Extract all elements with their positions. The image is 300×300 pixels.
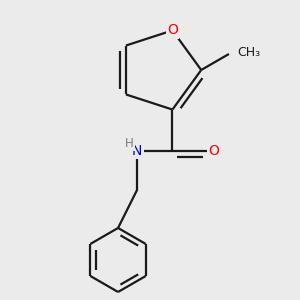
Text: O: O	[167, 23, 178, 38]
Text: O: O	[208, 144, 219, 158]
Text: N: N	[132, 144, 142, 158]
Text: CH₃: CH₃	[237, 46, 260, 59]
Text: H: H	[125, 137, 134, 150]
